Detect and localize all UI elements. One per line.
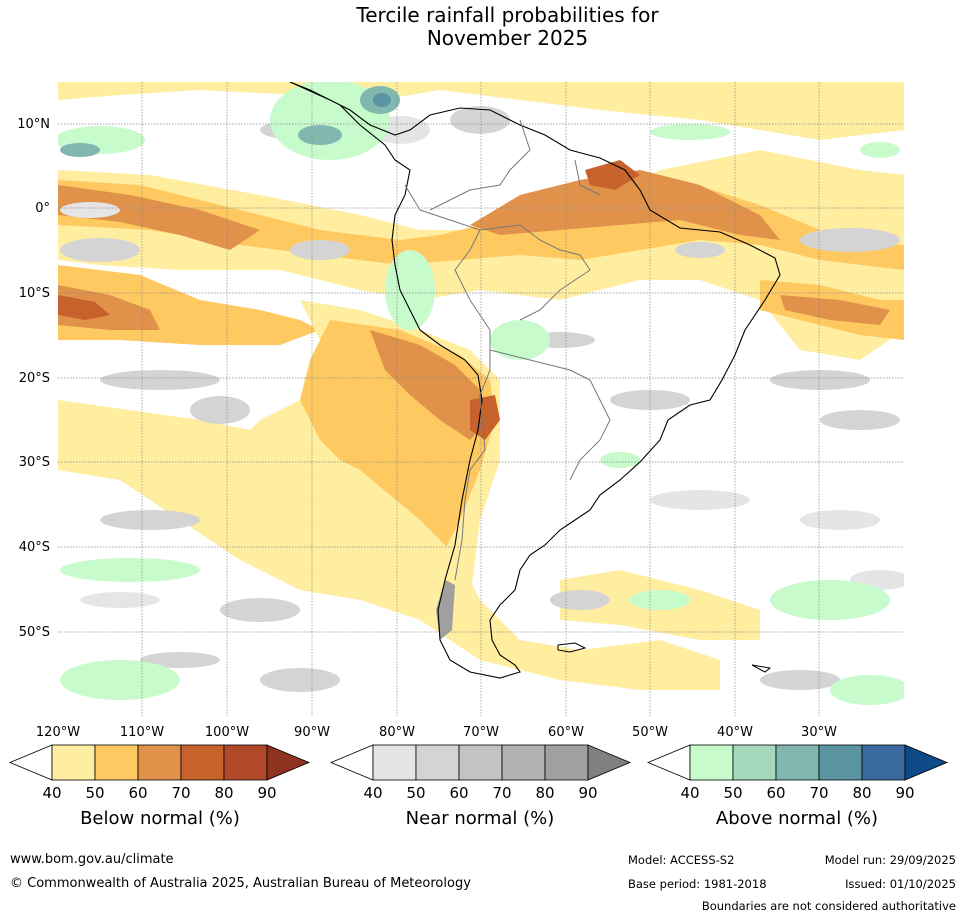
lon-label-90w: 90°W bbox=[294, 725, 330, 740]
below-normal-70-amazon bbox=[470, 170, 780, 240]
below-normal-south bbox=[58, 400, 720, 690]
lat-label-20s: 20°S bbox=[19, 371, 50, 386]
near-colorbar-segment bbox=[415, 744, 460, 781]
lon-label-80w: 80°W bbox=[379, 725, 415, 740]
near-normal-chile-south bbox=[436, 580, 455, 640]
below-normal-70-andes bbox=[370, 330, 490, 440]
near-colorbar-tick: 90 bbox=[578, 784, 597, 802]
lat-label-50s: 50°S bbox=[19, 625, 50, 640]
below-colorbar-high-extend bbox=[266, 744, 311, 781]
near-normal-patches bbox=[60, 106, 900, 692]
below-colorbar-segment bbox=[223, 744, 268, 781]
colorbar-above-label: Above normal (%) bbox=[715, 808, 879, 829]
longitude-labels: 120°W 110°W 100°W 90°W 80°W 70°W 60°W 50… bbox=[36, 725, 837, 740]
south-georgia bbox=[751, 664, 772, 673]
title-line-2: November 2025 bbox=[426, 26, 589, 50]
below-normal-80-amazon bbox=[585, 160, 640, 190]
footer-base-period: Base period: 1981-2018 bbox=[628, 877, 767, 891]
below-colorbar-tick: 90 bbox=[257, 784, 276, 802]
near-colorbar-tick: 40 bbox=[363, 784, 382, 802]
above-colorbar-tick: 50 bbox=[723, 784, 742, 802]
map-field bbox=[58, 82, 904, 716]
colorbar-near-normal: 40 50 60 70 80 90 bbox=[329, 744, 632, 802]
footer-disclaimer: Boundaries are not considered authoritat… bbox=[701, 899, 956, 913]
near-colorbar-segment bbox=[544, 744, 589, 781]
below-colorbar-segment bbox=[180, 744, 225, 781]
footer-issued: Issued: 01/10/2025 bbox=[845, 877, 956, 891]
footer-copyright: © Commonwealth of Australia 2025, Austra… bbox=[10, 876, 471, 891]
below-normal-80-10s bbox=[58, 295, 110, 320]
near-colorbar-segment bbox=[458, 744, 503, 781]
near-colorbar-tick: 50 bbox=[406, 784, 425, 802]
near-colorbar-tick: 60 bbox=[449, 784, 468, 802]
lon-label-40w: 40°W bbox=[717, 725, 753, 740]
below-colorbar-tick: 50 bbox=[85, 784, 104, 802]
near-colorbar-low-extend bbox=[329, 744, 374, 781]
lon-label-120w: 120°W bbox=[36, 725, 80, 740]
near-colorbar-high-extend bbox=[587, 744, 632, 781]
near-colorbar-tick: 80 bbox=[535, 784, 554, 802]
below-normal-region-north bbox=[58, 82, 904, 140]
above-normal-patches bbox=[58, 82, 904, 705]
above-colorbar-segment bbox=[818, 744, 863, 781]
above-colorbar-high-extend bbox=[904, 744, 949, 781]
near-colorbar-segment bbox=[501, 744, 546, 781]
above-colorbar-tick: 60 bbox=[766, 784, 785, 802]
below-colorbar-segment bbox=[51, 744, 96, 781]
above-colorbar-segment bbox=[732, 744, 777, 781]
colorbar-above-normal: 40 50 60 70 80 90 bbox=[646, 744, 949, 802]
lon-label-60w: 60°W bbox=[548, 725, 584, 740]
footer-model: Model: ACCESS-S2 bbox=[628, 853, 735, 867]
lon-label-110w: 110°W bbox=[120, 725, 164, 740]
latitude-labels: 10°N 0° 10°S 20°S 30°S 40°S 50°S bbox=[17, 117, 50, 640]
above-colorbar-tick: 90 bbox=[895, 784, 914, 802]
below-colorbar-segment bbox=[94, 744, 139, 781]
below-normal-70-10s-atlantic bbox=[780, 295, 890, 325]
below-normal-70-equatorial bbox=[58, 185, 260, 250]
above-colorbar-tick: 70 bbox=[809, 784, 828, 802]
title-line-1: Tercile rainfall probabilities for bbox=[356, 3, 659, 27]
graticule bbox=[58, 82, 904, 716]
lat-label-10n: 10°N bbox=[17, 117, 50, 132]
lat-label-40s: 40°S bbox=[19, 540, 50, 555]
near-colorbar-tick: 70 bbox=[492, 784, 511, 802]
below-colorbar-tick: 60 bbox=[128, 784, 147, 802]
above-colorbar-segment bbox=[689, 744, 734, 781]
above-normal-60-patches bbox=[60, 86, 400, 157]
above-colorbar-low-extend bbox=[646, 744, 691, 781]
colorbar-below-normal: 40 50 60 70 80 90 bbox=[8, 744, 311, 802]
below-normal-80-andes bbox=[470, 395, 500, 440]
colorbar-below-label: Below normal (%) bbox=[80, 808, 240, 829]
below-colorbar-tick: 70 bbox=[171, 784, 190, 802]
country-borders bbox=[404, 119, 611, 581]
above-colorbar-segment bbox=[861, 744, 906, 781]
lat-label-0: 0° bbox=[35, 201, 50, 216]
lon-label-70w: 70°W bbox=[463, 725, 499, 740]
below-colorbar-tick: 40 bbox=[42, 784, 61, 802]
lat-label-10s: 10°S bbox=[19, 286, 50, 301]
lon-label-30w: 30°W bbox=[801, 725, 837, 740]
below-colorbar-tick: 80 bbox=[214, 784, 233, 802]
lat-label-30s: 30°S bbox=[19, 455, 50, 470]
above-colorbar-tick: 40 bbox=[680, 784, 699, 802]
below-colorbar-segment bbox=[137, 744, 182, 781]
footer-model-run: Model run: 29/09/2025 bbox=[824, 853, 956, 867]
above-colorbar-segment bbox=[775, 744, 820, 781]
near-colorbar-segment bbox=[372, 744, 417, 781]
colorbar-near-label: Near normal (%) bbox=[405, 808, 555, 829]
below-colorbar-low-extend bbox=[8, 744, 53, 781]
chart-title: Tercile rainfall probabilities for Novem… bbox=[0, 4, 965, 50]
above-colorbar-tick: 80 bbox=[852, 784, 871, 802]
above-normal-70-patches bbox=[373, 93, 391, 107]
lon-label-50w: 50°W bbox=[632, 725, 668, 740]
falkland-islands bbox=[557, 642, 587, 653]
footer-website[interactable]: www.bom.gov.au/climate bbox=[10, 852, 174, 867]
lon-label-100w: 100°W bbox=[205, 725, 249, 740]
south-america-coastline bbox=[289, 82, 781, 679]
